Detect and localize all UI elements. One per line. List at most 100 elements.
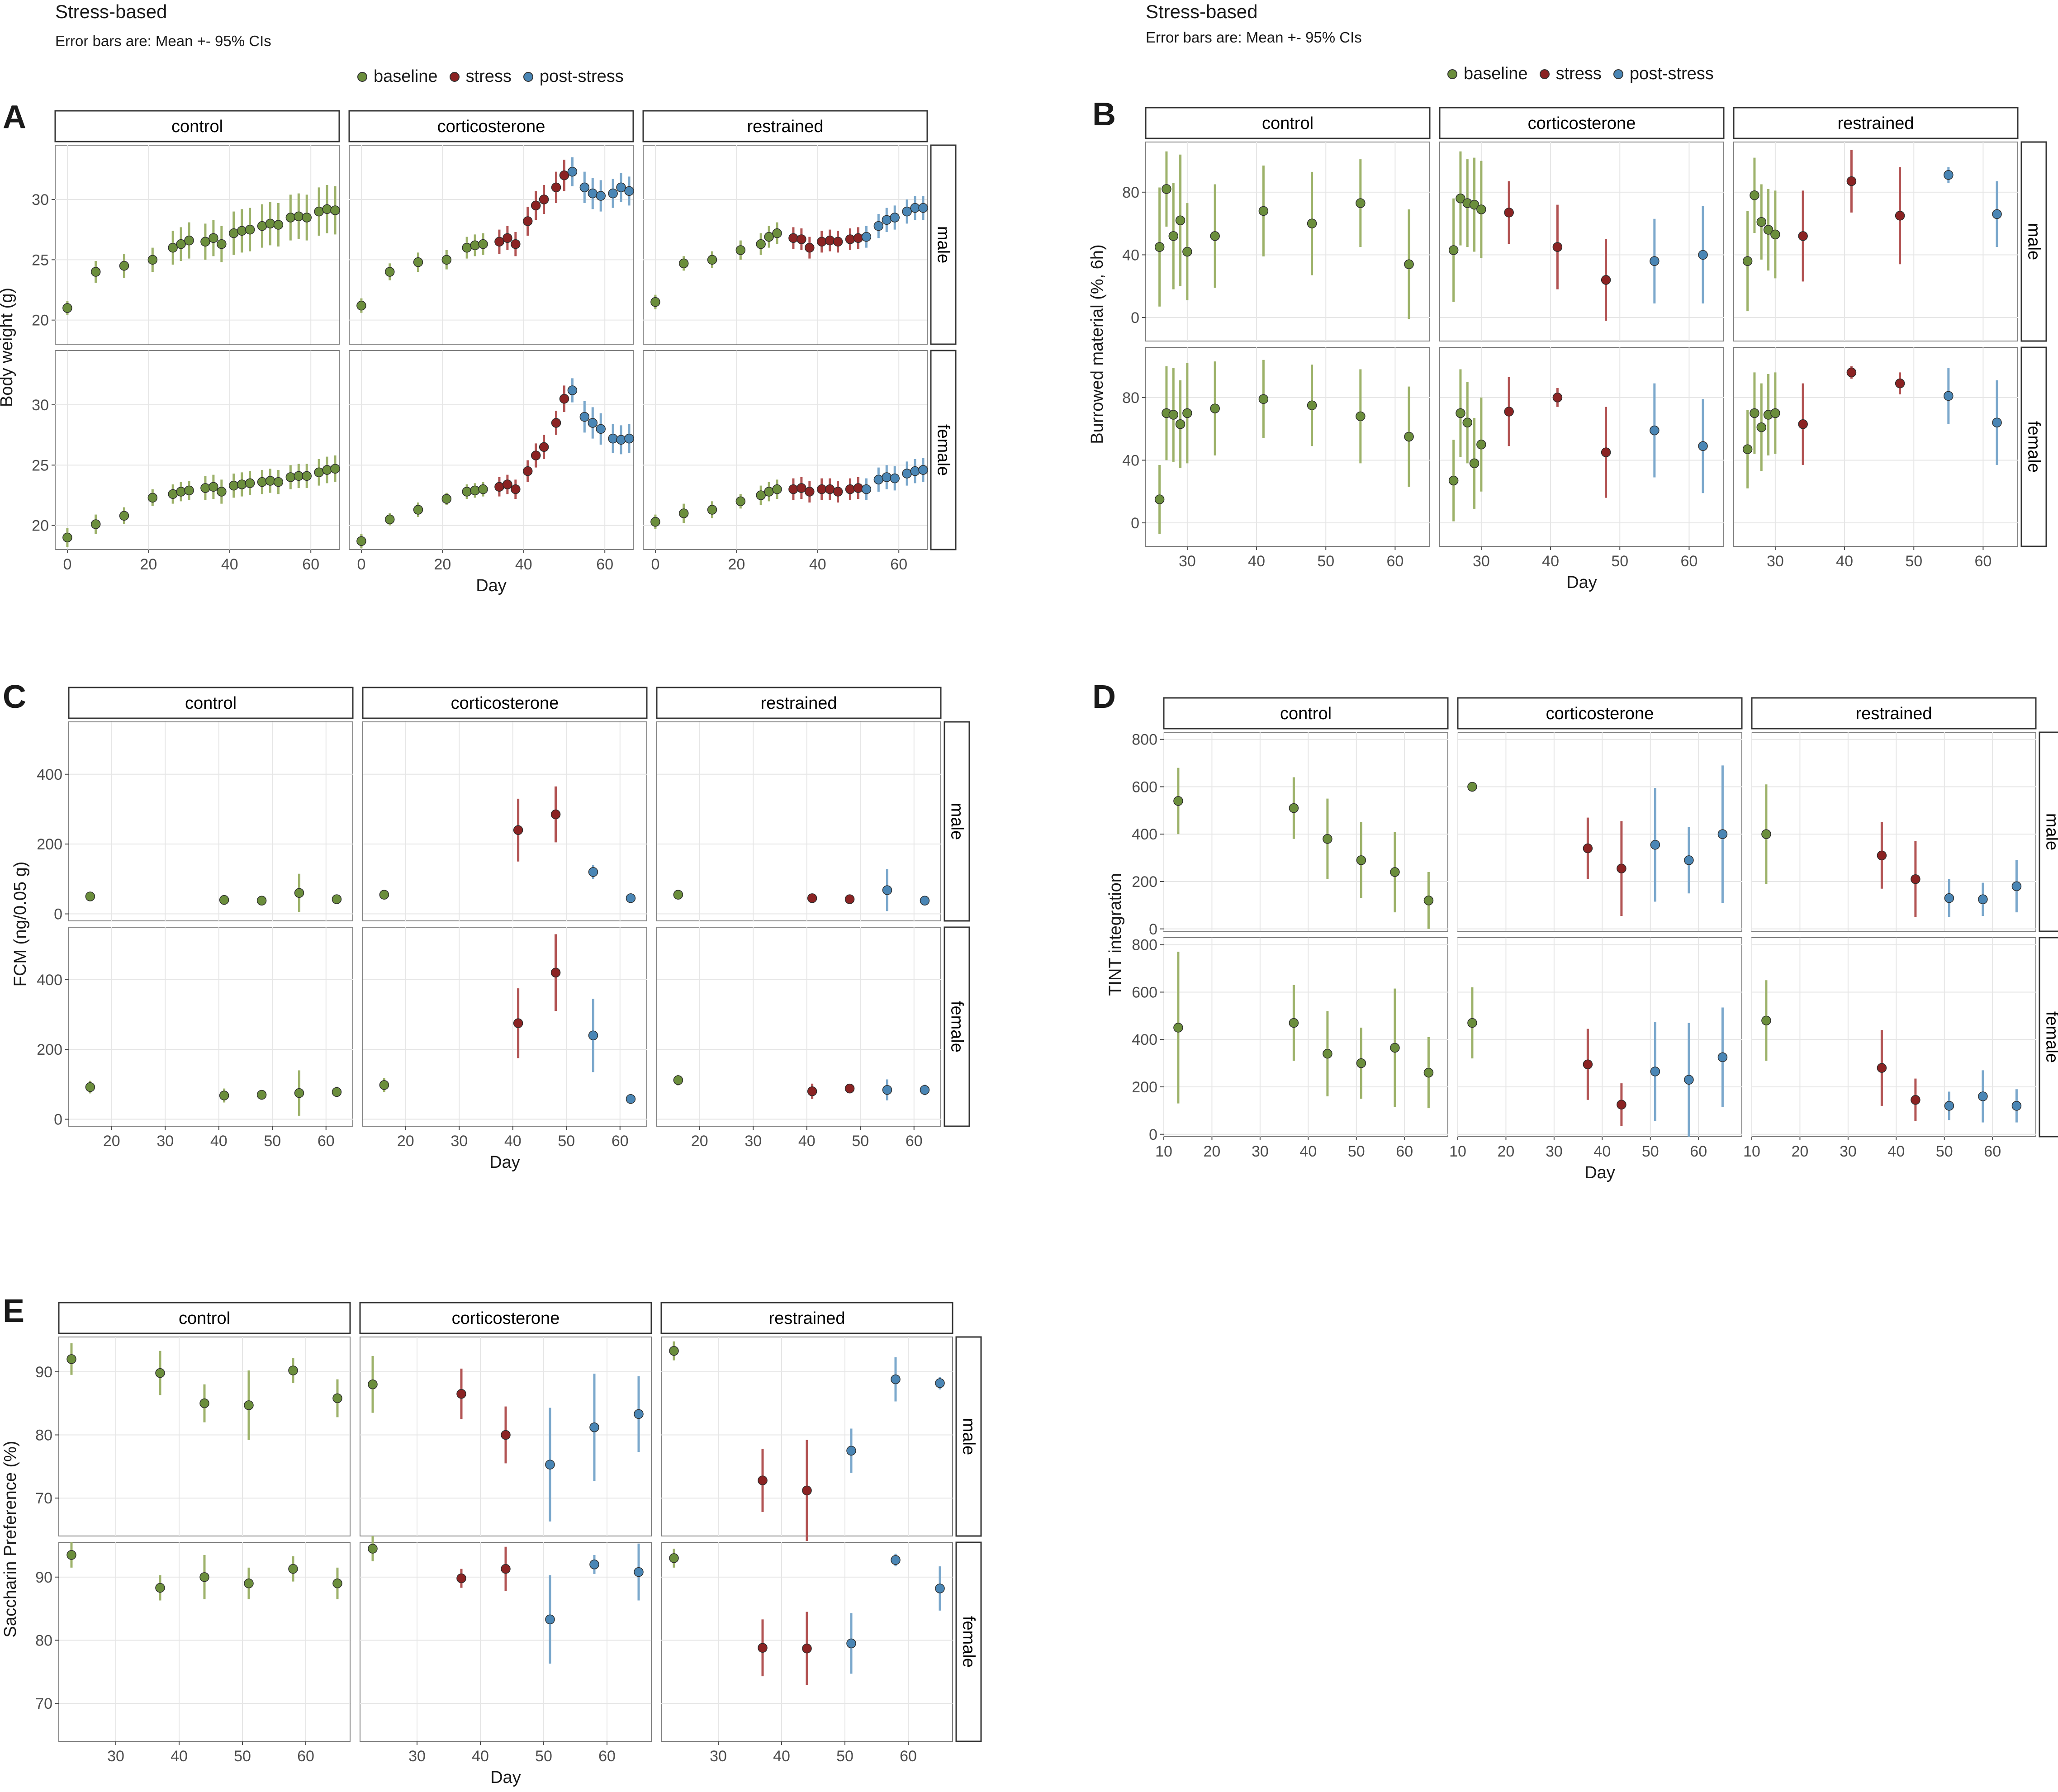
- strip-label: control: [1280, 704, 1332, 723]
- point-baseline: [1162, 184, 1171, 194]
- x-tick-label: 50: [1611, 553, 1628, 570]
- legend-dot-stress: [449, 71, 460, 82]
- figure-title-a: Stress-based: [55, 1, 167, 22]
- y-tick-label: 20: [32, 312, 49, 329]
- point-post-stress: [891, 1374, 901, 1384]
- point-baseline: [478, 484, 488, 494]
- point-post-stress: [626, 1094, 636, 1104]
- strip-corticosterone: corticosterone: [359, 1302, 652, 1334]
- point-baseline: [756, 490, 766, 500]
- row-strip-label: female: [2043, 1011, 2058, 1063]
- y-axis-label: TINT integration: [1106, 873, 1125, 996]
- panel-control-male: [58, 1337, 351, 1536]
- panel-control-male: [55, 145, 340, 345]
- point-post-stress: [1650, 256, 1660, 266]
- point-baseline: [119, 261, 129, 271]
- row-strip-label: female: [934, 424, 953, 476]
- point-baseline: [294, 888, 304, 898]
- strip-control: control: [1163, 697, 1449, 730]
- panel-letter-b: B: [1092, 96, 1116, 133]
- panel-control-female: [1145, 347, 1430, 547]
- x-tick-label: 40: [1542, 553, 1559, 570]
- point-stress: [1846, 367, 1857, 378]
- x-tick-label: 50: [558, 1133, 575, 1150]
- x-tick-label: 50: [535, 1748, 552, 1765]
- point-baseline: [1742, 444, 1753, 454]
- point-baseline: [273, 220, 284, 230]
- point-baseline: [650, 517, 660, 527]
- x-tick-label: 40: [1887, 1143, 1905, 1160]
- panel-control-female: [1163, 937, 1448, 1137]
- x-axis-label: Day: [490, 1768, 521, 1787]
- point-post-stress: [2011, 881, 2022, 891]
- row-strip-label: female: [959, 1616, 978, 1668]
- strip-label: restrained: [761, 694, 837, 713]
- x-tick-label: 0: [357, 556, 365, 573]
- point-stress: [1504, 208, 1514, 218]
- point-post-stress: [920, 1085, 930, 1095]
- point-stress: [513, 1018, 523, 1029]
- row-strip-label: male: [2043, 813, 2058, 850]
- point-baseline: [1390, 1043, 1400, 1053]
- point-baseline: [413, 257, 423, 267]
- x-tick-label: 30: [1252, 1143, 1269, 1160]
- point-baseline: [1761, 1015, 1771, 1026]
- y-tick-label: 0: [54, 1111, 62, 1128]
- legend-b: baseline stress post-stress: [1447, 64, 1726, 84]
- point-baseline: [332, 1579, 342, 1588]
- point-baseline: [356, 300, 366, 311]
- point-baseline: [673, 1075, 683, 1085]
- x-tick-label: 50: [1905, 553, 1922, 570]
- row-strip-female: female: [2039, 937, 2058, 1138]
- strip-label: corticosterone: [437, 117, 545, 136]
- legend-label-post-stress: post-stress: [539, 67, 624, 86]
- point-post-stress: [1944, 391, 1954, 401]
- point-baseline: [1456, 193, 1465, 204]
- x-tick-label: 50: [1348, 1143, 1365, 1160]
- row-strip-label: male: [2025, 223, 2044, 260]
- point-post-stress: [1717, 1052, 1728, 1062]
- point-baseline: [1763, 225, 1773, 235]
- point-post-stress: [634, 1409, 644, 1419]
- point-baseline: [332, 894, 342, 904]
- point-baseline: [669, 1553, 679, 1563]
- y-tick-label: 70: [35, 1695, 52, 1712]
- panel-restrained-male: [643, 145, 928, 345]
- point-stress: [802, 1643, 812, 1654]
- point-baseline: [66, 1550, 76, 1560]
- legend-item-stress: stress: [1539, 64, 1602, 84]
- point-baseline: [302, 471, 312, 481]
- point-baseline: [332, 1393, 342, 1403]
- point-baseline: [219, 1090, 229, 1100]
- point-stress: [805, 242, 815, 253]
- point-baseline: [1307, 218, 1317, 228]
- point-post-stress: [589, 1560, 599, 1569]
- point-baseline: [478, 239, 488, 249]
- x-tick-label: 60: [297, 1748, 314, 1765]
- point-post-stress: [1650, 840, 1660, 850]
- point-baseline: [1476, 440, 1486, 450]
- y-axis-label: FCM (ng/0.05 g): [11, 862, 30, 987]
- point-post-stress: [1650, 1067, 1660, 1076]
- point-post-stress: [624, 433, 634, 444]
- y-tick-label: 80: [35, 1632, 52, 1650]
- point-baseline: [1173, 796, 1183, 806]
- x-tick-label: 30: [744, 1133, 762, 1150]
- legend-a: baseline stress post-stress: [357, 67, 635, 86]
- point-baseline: [155, 1583, 165, 1593]
- point-baseline: [245, 478, 255, 488]
- point-stress: [1552, 393, 1563, 403]
- y-tick-label: 800: [1132, 937, 1157, 954]
- point-stress: [844, 894, 855, 904]
- y-tick-label: 600: [1132, 778, 1157, 796]
- legend-label-post-stress: post-stress: [1629, 64, 1714, 83]
- point-post-stress: [624, 186, 634, 196]
- point-baseline: [244, 1579, 254, 1588]
- y-tick-label: 25: [32, 457, 49, 474]
- point-post-stress: [596, 424, 606, 434]
- point-stress: [802, 1485, 812, 1496]
- point-baseline: [1469, 199, 1479, 210]
- point-baseline: [288, 1365, 298, 1375]
- point-stress: [807, 1086, 817, 1096]
- point-baseline: [62, 303, 72, 313]
